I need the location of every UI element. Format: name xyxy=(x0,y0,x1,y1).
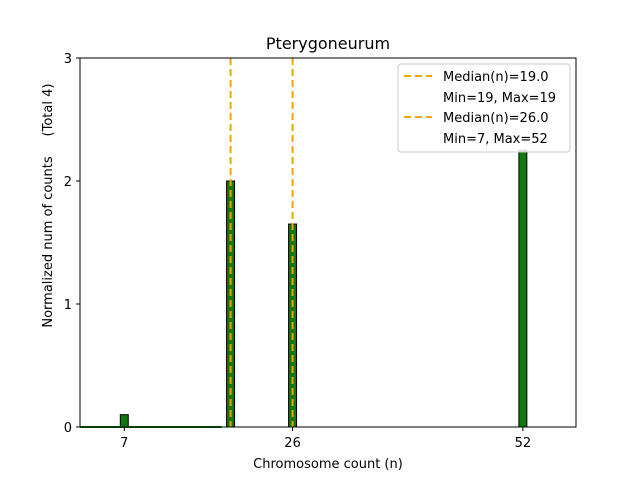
y-tick-label-0: 0 xyxy=(64,421,72,436)
legend-range-label-19: Min=19, Max=19 xyxy=(443,91,556,106)
bar-7 xyxy=(119,414,129,428)
y-tick-label-2: 2 xyxy=(64,175,72,190)
x-tick-label-52: 52 xyxy=(515,436,532,451)
x-tick-label-7: 7 xyxy=(120,436,128,451)
x-axis-ticks: 7 26 52 xyxy=(120,427,531,451)
y-axis-total-note: (Total 4) xyxy=(41,84,56,137)
x-tick-label-26: 26 xyxy=(284,436,301,451)
y-tick-label-1: 1 xyxy=(64,298,72,313)
y-axis-label: Normalized num of counts xyxy=(41,156,56,327)
x-axis-label: Chromosome count (n) xyxy=(253,457,403,472)
bars-group xyxy=(119,149,528,428)
plot-frame xyxy=(79,57,577,428)
legend-median-label-19: Median(n)=19.0 xyxy=(443,70,549,85)
legend-box xyxy=(397,63,571,153)
y-tick-label-3: 3 xyxy=(64,52,72,67)
y-axis-ticks: 0 1 2 3 xyxy=(64,52,80,436)
bar-52 xyxy=(518,149,528,428)
legend: Median(n)=19.0 Min=19, Max=19 Median(n)=26… xyxy=(397,63,571,153)
median-lines-group xyxy=(229,58,294,427)
legend-range-label-26: Min=7, Max=52 xyxy=(443,132,548,147)
legend-median-label-26: Median(n)=26.0 xyxy=(443,111,549,126)
chart-title: Pterygoneurum xyxy=(266,34,390,53)
